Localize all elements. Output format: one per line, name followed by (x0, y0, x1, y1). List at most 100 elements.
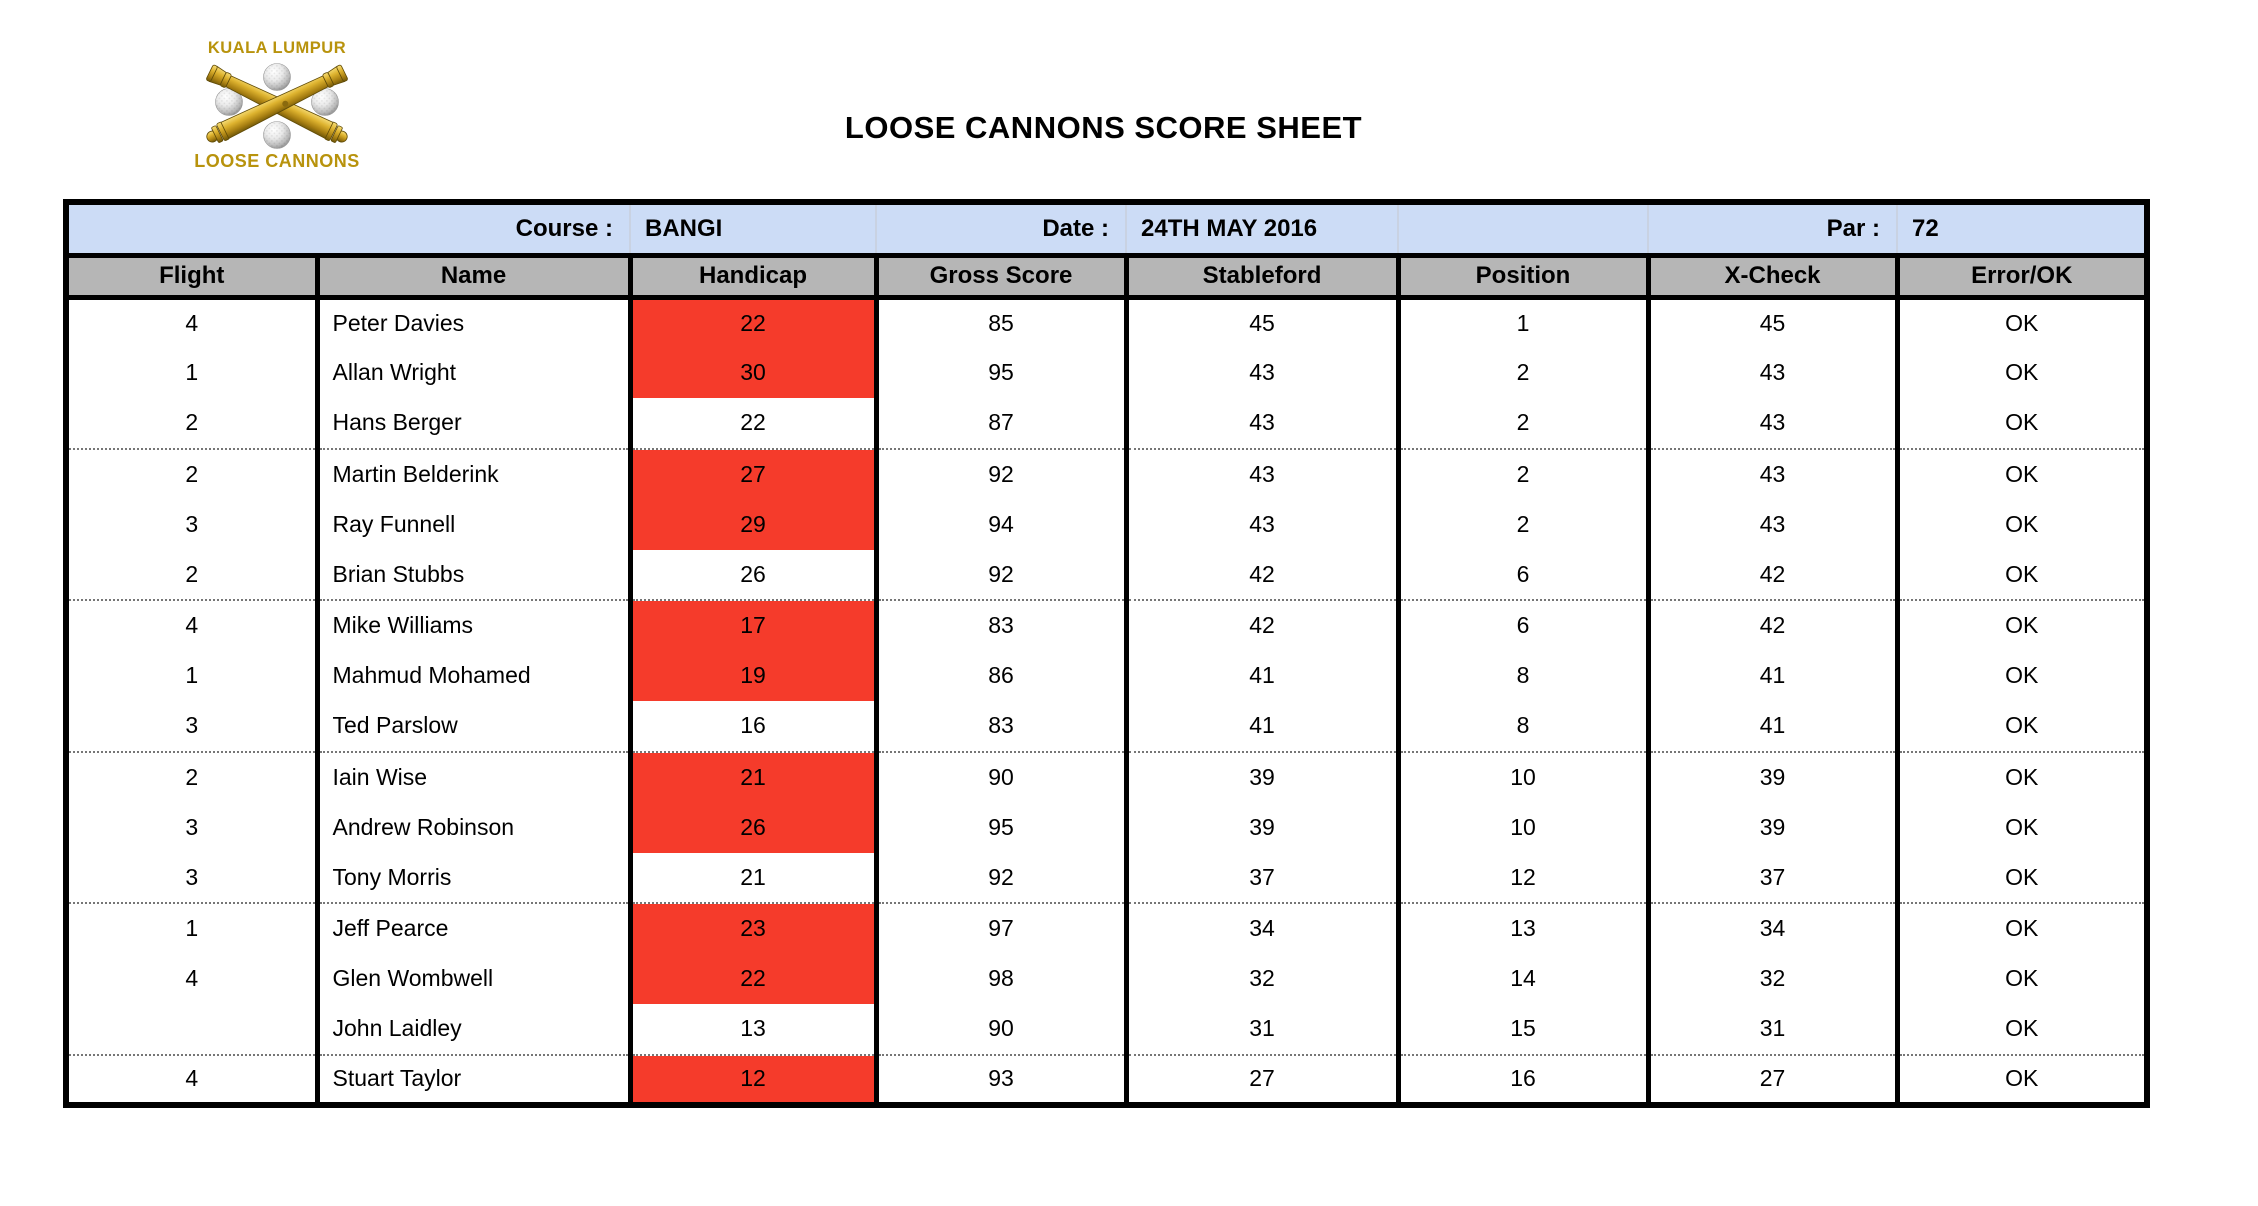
position-cell: 13 (1395, 902, 1651, 954)
xcheck-cell: 45 (1645, 297, 1900, 348)
table-row: 3 Ray Funnell 29 94 43 2 43 OK (63, 499, 2150, 550)
name-cell: Glen Wombwell (314, 953, 633, 1004)
gross-score-cell: 92 (873, 549, 1129, 600)
course-label: Course : (66, 202, 632, 258)
position-cell: 2 (1395, 398, 1651, 449)
handicap-cell: 22 (627, 297, 879, 348)
xcheck-cell: 41 (1645, 701, 1900, 752)
flight-cell: 3 (63, 499, 320, 550)
flight-cell: 3 (63, 802, 320, 853)
gross-score-cell: 83 (873, 701, 1129, 752)
flight-cell: 3 (63, 852, 320, 903)
handicap-cell: 13 (627, 1004, 879, 1055)
flight-cell (63, 1004, 320, 1055)
score-table: Course : BANGI Date : 24TH MAY 2016 Par … (63, 199, 2151, 1108)
stableford-cell: 34 (1123, 902, 1401, 954)
logo-top-text: KUALA LUMPUR (208, 39, 346, 57)
name-cell: Jeff Pearce (314, 902, 633, 954)
position-cell: 6 (1395, 599, 1651, 651)
table-row: 3 Tony Morris 21 92 37 12 37 OK (63, 852, 2150, 903)
name-cell: Brian Stubbs (314, 549, 633, 600)
table-row: 2 Brian Stubbs 26 92 42 6 42 OK (63, 549, 2150, 600)
error-ok-cell: OK (1894, 902, 2150, 954)
gross-score-cell: 98 (873, 953, 1129, 1004)
course-value: BANGI (630, 202, 878, 258)
handicap-cell: 21 (627, 852, 879, 903)
flight-cell: 4 (63, 297, 320, 348)
stableford-cell: 41 (1123, 701, 1401, 752)
table-row: 3 Ted Parslow 16 83 41 8 41 OK (63, 701, 2150, 752)
table-row: 3 Andrew Robinson 26 95 39 10 39 OK (63, 802, 2150, 853)
handicap-cell: 30 (627, 347, 879, 398)
error-ok-cell: OK (1894, 953, 2150, 1004)
error-ok-cell: OK (1894, 650, 2150, 701)
position-cell: 16 (1395, 1053, 1651, 1105)
gross-score-cell: 92 (873, 852, 1129, 903)
flight-cell: 2 (63, 447, 320, 499)
name-cell: John Laidley (314, 1004, 633, 1055)
position-cell: 15 (1395, 1004, 1651, 1055)
handicap-cell: 22 (627, 398, 879, 449)
xcheck-cell: 27 (1645, 1053, 1900, 1105)
crossed-cannons-icon: KUALA LUMPUR (194, 39, 359, 170)
page-title: LOOSE CANNONS SCORE SHEET (844, 110, 1363, 145)
stableford-cell: 43 (1123, 499, 1401, 550)
name-cell: Hans Berger (314, 398, 633, 449)
score-table-body: 4 Peter Davies 22 85 45 1 45 OK 1 Allan … (63, 297, 2150, 1105)
column-header-name: Name (314, 252, 633, 300)
error-ok-cell: OK (1894, 347, 2150, 398)
column-header-error-ok: Error/OK (1894, 252, 2150, 300)
table-row: 4 Glen Wombwell 22 98 32 14 32 OK (63, 953, 2150, 1004)
column-header-stableford: Stableford (1123, 252, 1401, 300)
name-cell: Mahmud Mohamed (314, 650, 633, 701)
xcheck-cell: 32 (1645, 953, 1900, 1004)
golf-ball-icon (263, 121, 291, 149)
flight-cell: 1 (63, 902, 320, 954)
position-cell: 2 (1395, 347, 1651, 398)
stableford-cell: 39 (1123, 750, 1401, 802)
table-row: 2 Hans Berger 22 87 43 2 43 OK (63, 398, 2150, 449)
flight-cell: 1 (63, 347, 320, 398)
position-cell: 1 (1395, 297, 1651, 348)
golf-ball-icon (215, 88, 243, 116)
gross-score-cell: 95 (873, 347, 1129, 398)
error-ok-cell: OK (1894, 1004, 2150, 1055)
name-cell: Andrew Robinson (314, 802, 633, 853)
table-row: 2 Martin Belderink 27 92 43 2 43 OK (63, 447, 2150, 499)
xcheck-cell: 43 (1645, 398, 1900, 449)
column-header-handicap: Handicap (627, 252, 879, 300)
error-ok-cell: OK (1894, 447, 2150, 499)
gross-score-cell: 87 (873, 398, 1129, 449)
handicap-cell: 27 (627, 447, 879, 499)
stableford-cell: 45 (1123, 297, 1401, 348)
position-cell: 8 (1395, 650, 1651, 701)
gross-score-cell: 90 (873, 750, 1129, 802)
error-ok-cell: OK (1894, 499, 2150, 550)
stableford-cell: 42 (1123, 599, 1401, 651)
table-row: 2 Iain Wise 21 90 39 10 39 OK (63, 750, 2150, 802)
table-row: 4 Stuart Taylor 12 93 27 16 27 OK (63, 1053, 2150, 1105)
info-row: Course : BANGI Date : 24TH MAY 2016 Par … (66, 202, 2149, 258)
column-header-row: Flight Name Handicap Gross Score Stablef… (63, 252, 2150, 300)
table-row: 1 Jeff Pearce 23 97 34 13 34 OK (63, 902, 2150, 954)
stableford-cell: 41 (1123, 650, 1401, 701)
gross-score-cell: 83 (873, 599, 1129, 651)
position-cell: 10 (1395, 802, 1651, 853)
handicap-cell: 16 (627, 701, 879, 752)
position-cell: 12 (1395, 852, 1651, 903)
gross-score-cell: 97 (873, 902, 1129, 954)
xcheck-cell: 43 (1645, 447, 1900, 499)
name-cell: Martin Belderink (314, 447, 633, 499)
stableford-cell: 39 (1123, 802, 1401, 853)
handicap-cell: 26 (627, 549, 879, 600)
stableford-cell: 31 (1123, 1004, 1401, 1055)
name-cell: Allan Wright (314, 347, 633, 398)
gross-score-cell: 86 (873, 650, 1129, 701)
handicap-cell: 12 (627, 1053, 879, 1105)
table-row: 4 Mike Williams 17 83 42 6 42 OK (63, 599, 2150, 651)
flight-cell: 4 (63, 1053, 320, 1105)
error-ok-cell: OK (1894, 750, 2150, 802)
stableford-cell: 27 (1123, 1053, 1401, 1105)
flight-cell: 2 (63, 750, 320, 802)
handicap-cell: 21 (627, 750, 879, 802)
